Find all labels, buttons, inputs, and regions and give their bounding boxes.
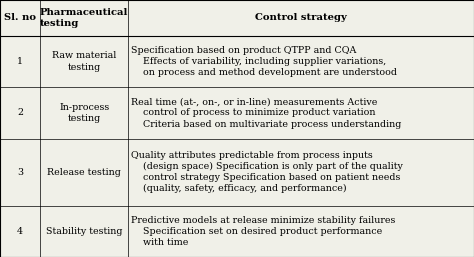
Text: 4: 4 — [17, 227, 23, 236]
Text: Quality attributes predictable from process inputs
    (design space) Specificat: Quality attributes predictable from proc… — [131, 151, 403, 194]
Text: Specification based on product QTPP and CQA
    Effects of variability, includin: Specification based on product QTPP and … — [131, 46, 397, 77]
Text: Control strategy: Control strategy — [255, 13, 347, 22]
Text: Pharmaceutical
testing: Pharmaceutical testing — [40, 8, 128, 28]
Text: Release testing: Release testing — [47, 168, 121, 177]
Text: 2: 2 — [17, 108, 23, 117]
Text: Stability testing: Stability testing — [46, 227, 122, 236]
Text: 3: 3 — [17, 168, 23, 177]
Text: Real time (at-, on-, or in-line) measurements Active
    control of process to m: Real time (at-, on-, or in-line) measure… — [131, 97, 401, 128]
Text: In-process
testing: In-process testing — [59, 103, 109, 123]
Text: Raw material
testing: Raw material testing — [52, 51, 116, 71]
Text: Sl. no: Sl. no — [4, 13, 36, 22]
Text: Predictive models at release minimize stability failures
    Specification set o: Predictive models at release minimize st… — [131, 216, 395, 247]
Text: 1: 1 — [17, 57, 23, 66]
